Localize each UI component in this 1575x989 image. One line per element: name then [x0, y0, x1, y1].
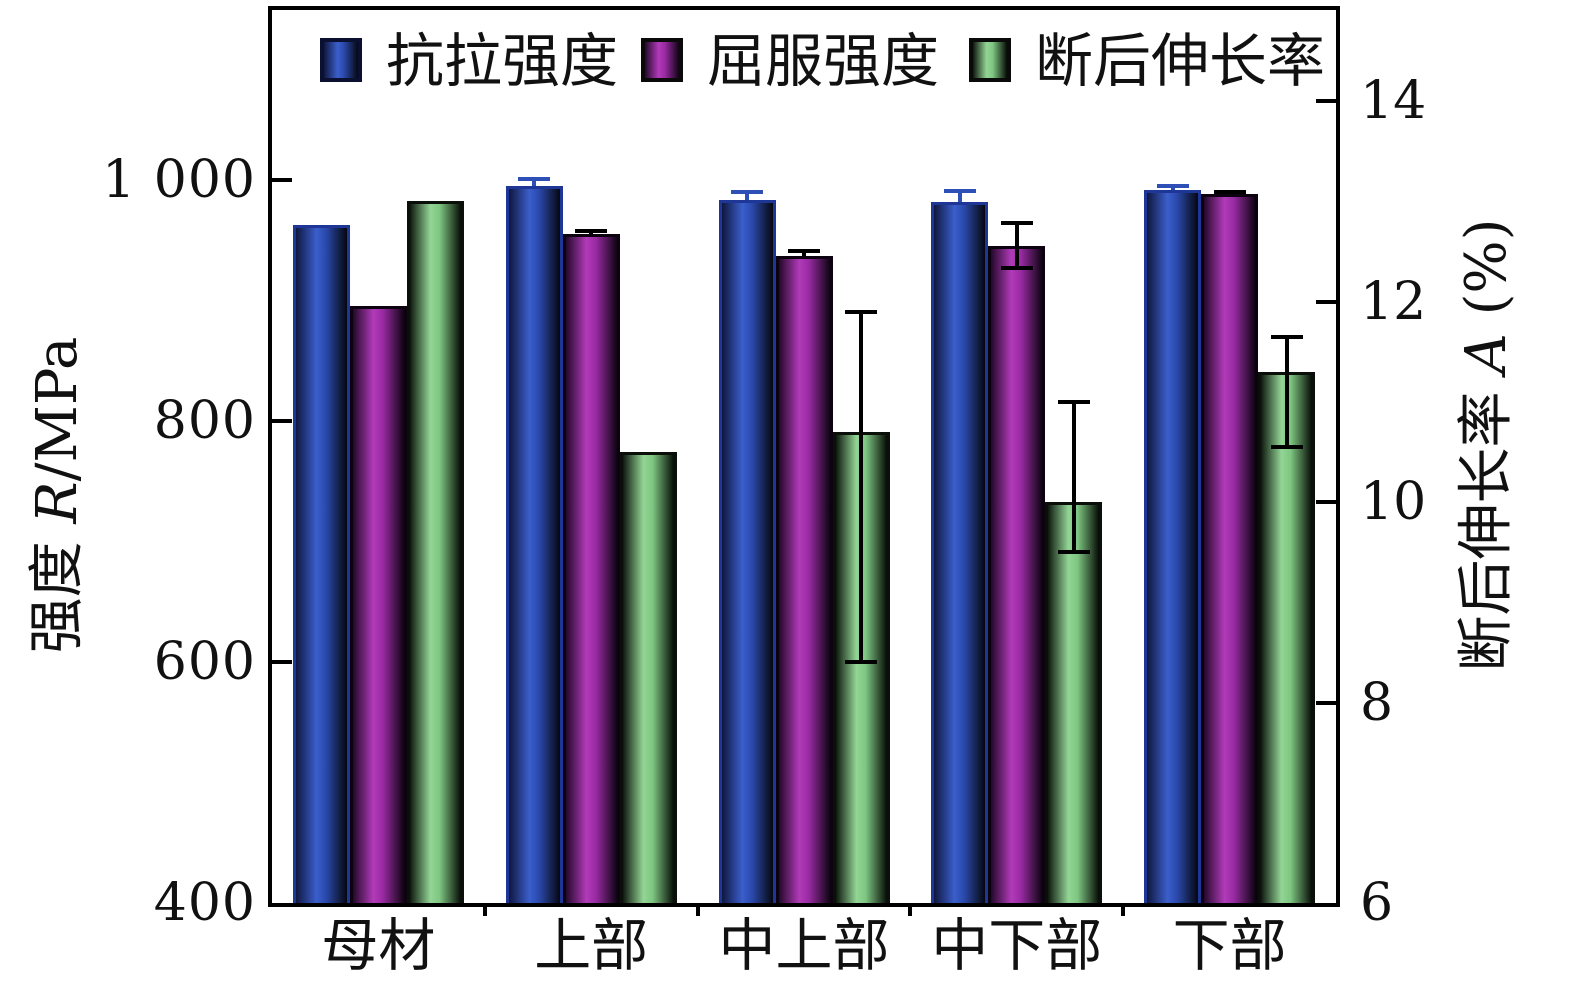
- bar-断后伸长率-中下部: [1045, 502, 1103, 903]
- error-bar-cap-top: [1213, 189, 1246, 194]
- error-bar: [532, 178, 537, 186]
- error-bar-cap-bottom: [1270, 444, 1303, 449]
- plot-area: [268, 6, 1340, 916]
- right-axis-tick-label: 6: [1360, 873, 1394, 933]
- legend-label-elongation: 断后伸长率: [1035, 27, 1326, 95]
- bar-抗拉强度-中上部: [718, 200, 776, 903]
- error-bar: [859, 311, 863, 663]
- bar-抗拉强度-上部: [505, 185, 563, 903]
- error-bar-cap-top: [788, 249, 820, 254]
- x-axis-tick: [482, 903, 487, 916]
- right-axis-title-symbol: A: [1454, 333, 1519, 374]
- left-axis-tick-label: 800: [153, 390, 256, 451]
- left-axis-tick: [272, 177, 292, 182]
- left-axis-tick-label: 600: [153, 631, 256, 692]
- x-axis-boundary-ticks: [272, 903, 1336, 923]
- x-axis-tick: [695, 903, 700, 916]
- error-bar-cap-top: [1057, 399, 1090, 404]
- error-bar-cap-top: [575, 228, 608, 233]
- error-bar: [745, 191, 749, 201]
- right-axis-tick-label: 10: [1360, 472, 1427, 533]
- bar-屈服强度-中下部: [988, 246, 1046, 903]
- x-axis-tick: [908, 903, 913, 916]
- x-axis-category-label: 母材: [321, 913, 436, 979]
- right-axis-tick-label: 12: [1360, 271, 1427, 332]
- left-axis-tick-label: 1 000: [102, 149, 256, 210]
- right-axis-tick-label: 8: [1360, 672, 1394, 733]
- x-axis-category-label: 上部: [534, 913, 649, 979]
- right-axis-tick: [1316, 700, 1336, 705]
- right-axis-tick: [1316, 299, 1336, 304]
- legend-label-tensile: 抗拉强度: [386, 27, 619, 95]
- error-bar-cap-bottom: [1000, 265, 1033, 270]
- left-axis-tick: [272, 418, 292, 423]
- x-axis-category-label: 中上部: [718, 913, 890, 979]
- left-axis-title: 强度 R/MPa: [25, 337, 90, 654]
- error-bar-cap-bottom: [845, 660, 877, 665]
- bar-屈服强度-中上部: [775, 255, 833, 903]
- error-bar-cap-top: [943, 188, 976, 193]
- bar-屈服强度-上部: [562, 234, 620, 903]
- bar-屈服强度-母材: [349, 306, 407, 903]
- legend-swatch-elongation: [969, 38, 1011, 82]
- right-axis-tick: [1316, 99, 1336, 104]
- legend-label-yield: 屈服强度: [707, 27, 940, 95]
- error-bar-cap-top: [731, 189, 763, 194]
- bar-屈服强度-下部: [1201, 194, 1259, 903]
- legend-swatch-tensile: [320, 38, 362, 82]
- right-axis-tick-label: 14: [1360, 71, 1427, 132]
- bar-抗拉强度-中下部: [931, 201, 989, 903]
- plot-inner: [272, 10, 1336, 903]
- left-axis-tick-label: 400: [153, 873, 256, 933]
- error-bar-cap-top: [1270, 334, 1303, 339]
- bar-断后伸长率-母材: [406, 201, 464, 903]
- x-axis-category-label: 下部: [1172, 913, 1287, 979]
- bar-断后伸长率-上部: [619, 452, 677, 903]
- error-bar: [1284, 336, 1289, 447]
- error-bar-cap-top: [1156, 183, 1189, 188]
- error-bar-cap-top: [1000, 221, 1033, 226]
- error-bar: [802, 251, 806, 256]
- right-axis-tick: [1316, 500, 1336, 505]
- bar-抗拉强度-下部: [1144, 189, 1202, 903]
- error-bar-cap-bottom: [1057, 550, 1090, 555]
- error-bar: [1071, 401, 1076, 553]
- left-axis-title-symbol: R: [25, 481, 90, 524]
- x-axis-tick: [1121, 903, 1126, 916]
- error-bar: [1014, 223, 1019, 268]
- error-bar-cap-top: [518, 176, 551, 181]
- error-bar: [957, 190, 962, 202]
- x-axis-category-label: 中下部: [931, 913, 1103, 979]
- error-bar-cap-top: [845, 309, 877, 314]
- left-axis-title-text: 强度: [25, 523, 90, 654]
- legend-swatch-yield: [641, 38, 683, 82]
- bar-抗拉强度-母材: [292, 224, 350, 903]
- left-axis-tick: [272, 659, 292, 664]
- bar-断后伸长率-下部: [1258, 371, 1316, 903]
